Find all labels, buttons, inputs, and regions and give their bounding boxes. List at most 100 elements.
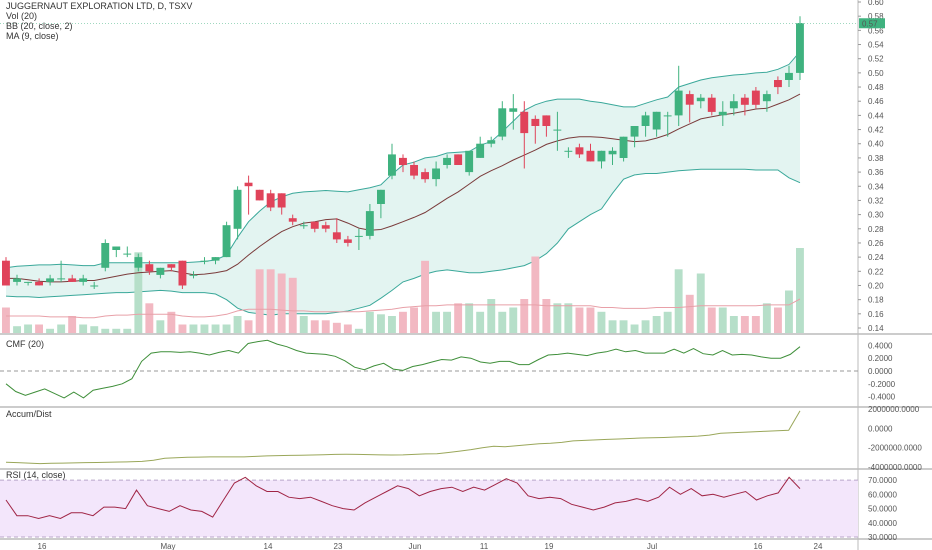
cmf-legend[interactable]: CMF (20) [6,339,44,349]
candle-body [178,260,187,286]
volume-bar [487,299,496,333]
volume-bar [597,311,606,334]
price-axis[interactable]: 0.60 0.58 0.56 0.54 0.52 0.50 0.48 0.46 0.44 0.42… [858,0,884,333]
rsi-tick-label: 50.0000 [868,505,897,514]
volume-bar [288,277,297,334]
candle-body [211,257,220,261]
volume-bar [542,299,551,333]
candle-body [520,111,529,134]
candle-body [112,246,121,250]
rsi-legend[interactable]: RSI (14, close) [6,470,66,480]
candle-body [299,225,308,227]
volume-bar [167,311,176,334]
volume-bar [388,316,396,333]
cmf-tick-label: 0.2000 [868,354,893,363]
volume-bar [156,320,165,334]
time-tick-label: 16 [754,542,763,550]
volume-bar [619,320,628,334]
time-tick-label: 16 [38,542,47,550]
candle-body [542,115,551,126]
ma-legend[interactable]: MA (9, close) [6,31,59,41]
volume-bar [266,269,275,334]
volume-bar [299,316,308,333]
volume-legend[interactable]: Vol (20) [6,11,38,21]
volume-bar [365,311,374,334]
volume-bars [2,248,804,334]
price-tick-label: 0.26 [868,239,884,248]
candle-body [421,172,429,180]
volume-ma-line [6,298,801,319]
volume-bar [520,299,529,333]
bb-legend[interactable]: BB (20, close, 2) [6,21,73,31]
volume-bar [564,303,573,333]
candle-body [796,23,804,73]
volume-bar [134,252,143,334]
time-tick-label: 23 [334,542,343,550]
candle-body [674,90,683,116]
volume-bar [685,294,694,334]
candle-body [343,239,352,243]
volume-bar [608,320,617,334]
cmf-tick-label: 0.4000 [868,341,893,350]
volume-bar [145,303,154,333]
candle-body [476,143,485,158]
time-tick-label: Jun [409,542,422,550]
price-tick-label: 0.50 [868,69,884,78]
volume-bar [707,307,716,333]
price-tick-label: 0.18 [868,296,884,305]
volume-bar [531,256,540,333]
candle-body [619,136,628,158]
volume-bar [796,248,804,333]
candle-body [13,278,21,282]
volume-bar [652,316,661,333]
candle-body [255,189,264,201]
time-tick-label: 24 [814,542,823,550]
candle-body [553,129,562,131]
price-tick-label: 0.44 [868,111,884,120]
volume-bar [200,324,209,333]
accum-dist-legend[interactable]: Accum/Dist [6,409,52,419]
candle-body [222,225,231,258]
price-tick-label: 0.24 [868,253,884,262]
price-panel[interactable] [2,16,804,334]
volume-bar [663,311,672,334]
cmf-tick-label: -0.2000 [868,380,896,389]
cmf-panel[interactable] [0,339,858,399]
volume-bar [2,307,10,333]
candle-body [310,221,319,229]
volume-bar [13,326,21,333]
price-tick-label: 0.58 [868,12,884,21]
accum-dist-axis[interactable]: 2000000.0000 0.0000 -2000000.0000 -4000000.… [868,405,922,472]
rsi-band [0,480,858,537]
rsi-axis[interactable]: 70.0000 60.0000 50.0000 40.0000 30.0000 [868,476,897,542]
accum-dist-panel[interactable] [5,410,801,465]
price-tick-label: 0.14 [868,324,884,333]
rsi-panel[interactable] [0,476,858,538]
volume-bar [332,322,341,333]
candle-body [509,108,518,112]
rsi-tick-label: 70.0000 [868,476,897,485]
cmf-axis[interactable]: 0.4000 0.2000 0.0000 -0.2000 -0.4000 [868,341,896,401]
volume-bar [35,324,43,333]
candle-body [24,281,32,283]
volume-bar [751,316,760,333]
time-axis[interactable]: 16 May 14 23 Jun 11 19 Jul 16 24 [38,542,823,550]
candle-body [707,97,716,112]
candle-body [564,150,573,152]
volume-bar [575,307,584,333]
price-tick-label: 0.16 [868,310,884,319]
volume-bar [222,324,231,333]
volume-bar [443,311,451,334]
volume-bar [255,269,264,334]
candle-body [399,157,407,165]
candle-body [233,189,242,229]
volume-bar [774,307,782,333]
candle-body [332,232,341,240]
volume-bar [321,320,330,334]
candle-body [465,150,474,173]
volume-bar [79,324,88,333]
volume-bar [277,273,286,333]
volume-bar [762,303,771,333]
